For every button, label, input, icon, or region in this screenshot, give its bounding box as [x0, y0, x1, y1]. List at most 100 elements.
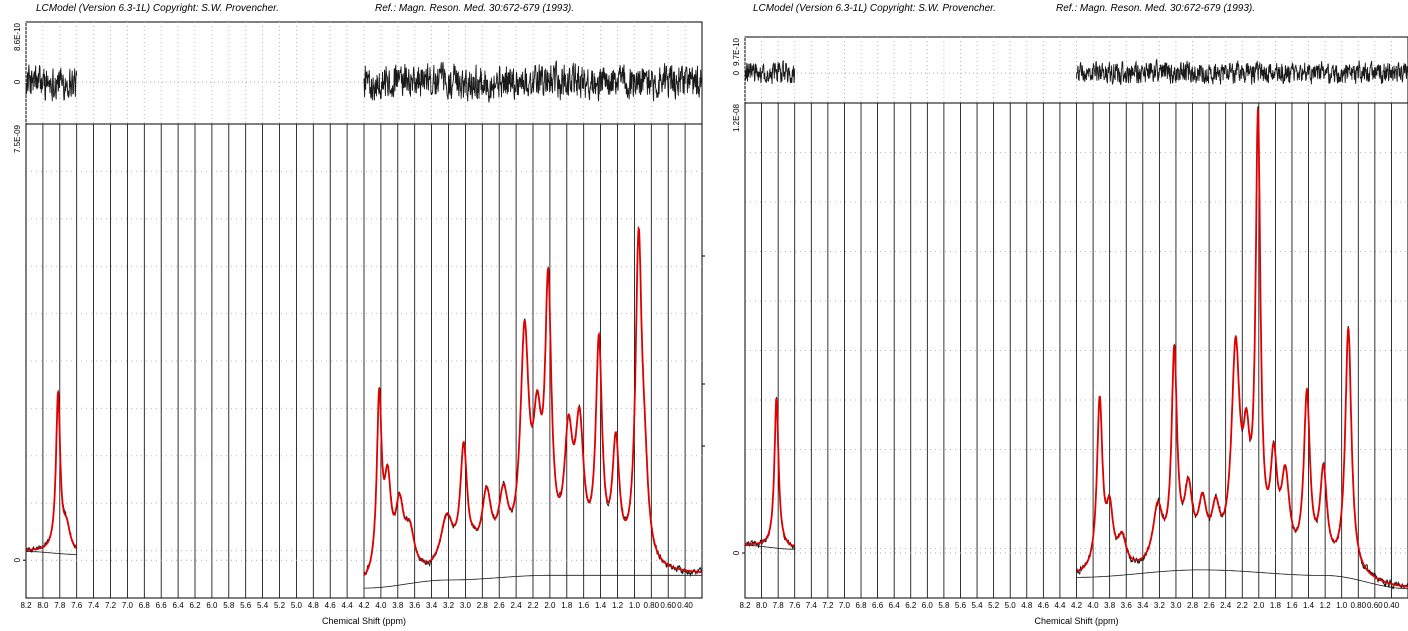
x-tick-label: 1.6	[578, 601, 590, 610]
residual-line	[25, 64, 78, 102]
x-tick-label: 7.4	[88, 601, 100, 610]
x-tick-label: 4.6	[1038, 601, 1050, 610]
x-tick-label: 4.0	[1088, 601, 1100, 610]
fit-curve	[363, 225, 702, 576]
copyright-title: LCModel (Version 6.3-1L) Copyright: S.W.…	[36, 3, 279, 14]
x-tick-label: 1.8	[1270, 601, 1282, 610]
x-tick-label: 0.80	[644, 601, 660, 610]
x-tick-label: 0.40	[1384, 601, 1400, 610]
x-tick-label: 4.0	[375, 601, 387, 610]
x-tick-label: 4.2	[358, 601, 370, 610]
x-tick-label: 6.2	[189, 601, 201, 610]
x-tick-label: 2.6	[1204, 601, 1216, 610]
fit-curve	[25, 391, 78, 551]
fit-curve	[1076, 108, 1408, 588]
x-tick-label: 7.0	[122, 601, 134, 610]
y-tick-label: 0	[13, 557, 22, 562]
x-tick-label: 6.0	[206, 601, 218, 610]
x-tick-label: 1.8	[561, 601, 573, 610]
x-tick-label: 1.0	[1336, 601, 1348, 610]
x-tick-label: 4.4	[1054, 601, 1066, 610]
x-tick-label: 1.0	[629, 601, 641, 610]
residual-line	[363, 60, 703, 103]
residual-line	[744, 60, 796, 85]
y-tick-label: 7.5E-09	[13, 124, 22, 153]
spectrum-panel-right: LCModel (Version 6.3-1L) Copyright: S.W.…	[715, 0, 1408, 631]
x-tick-label: 1.2	[1320, 601, 1332, 610]
reference-text: Ref.: Magn. Reson. Med. 30:672-679 (1993…	[375, 3, 575, 14]
x-tick-label: 5.0	[291, 601, 303, 610]
x-tick-label: 3.4	[426, 601, 438, 610]
baseline-curve	[745, 545, 795, 550]
x-tick-label: 7.6	[789, 601, 801, 610]
spectrum-chart-left: 8.2 8.0 7.8 7.6 7.4 7.2 7.0 6.8 6.6 6.4 6.2 6.0 5.8 5…	[13, 21, 705, 626]
x-tick-label: 8.0	[37, 601, 49, 610]
x-tick-label: 2.2	[527, 601, 539, 610]
x-tick-label: 4.2	[1071, 601, 1083, 610]
x-tick-label: 3.2	[1154, 601, 1166, 610]
x-tick-label: 3.8	[1104, 601, 1116, 610]
reference-text: Ref.: Magn. Reson. Med. 30:672-679 (1993…	[1056, 3, 1256, 14]
fit-curve	[745, 397, 795, 548]
x-tick-label: 2.0	[544, 601, 556, 610]
x-tick-label: 6.6	[156, 601, 168, 610]
x-tick-label: 3.4	[1137, 601, 1149, 610]
x-tick-label: 4.8	[1021, 601, 1033, 610]
y-tick-label: 0	[732, 550, 741, 555]
x-tick-label: 6.8	[139, 601, 151, 610]
baseline-curve	[26, 551, 77, 555]
x-tick-label: 4.8	[308, 601, 320, 610]
baseline-curve	[364, 574, 702, 589]
x-tick-label: 4.4	[342, 601, 354, 610]
x-tick-label: 2.0	[1253, 601, 1265, 610]
x-tick-label: 5.0	[1005, 601, 1017, 610]
x-tick-label: 6.4	[173, 601, 185, 610]
x-tick-label: 6.4	[889, 601, 901, 610]
x-tick-label: 8.2	[20, 601, 32, 610]
x-tick-label: 7.8	[54, 601, 66, 610]
y-tick-label: 9.7E-10	[732, 37, 741, 66]
x-tick-label: 5.4	[257, 601, 269, 610]
x-tick-label: 2.4	[511, 601, 523, 610]
x-tick-label: 1.4	[1303, 601, 1315, 610]
x-tick-label: 5.8	[938, 601, 950, 610]
x-tick-label: 7.2	[822, 601, 834, 610]
x-tick-label: 3.0	[460, 601, 472, 610]
x-tick-label: 0.80	[1350, 601, 1366, 610]
copyright-title: LCModel (Version 6.3-1L) Copyright: S.W.…	[753, 3, 996, 14]
x-tick-label: 5.6	[240, 601, 252, 610]
x-tick-label: 2.8	[1187, 601, 1199, 610]
x-tick-label: 6.8	[855, 601, 867, 610]
x-tick-label: 5.2	[274, 601, 286, 610]
x-tick-label: 5.4	[971, 601, 983, 610]
x-tick-label: 6.0	[922, 601, 934, 610]
y-tick-label: 8.6E-10	[13, 22, 22, 51]
x-tick-label: 4.6	[325, 601, 337, 610]
x-tick-label: 5.6	[955, 601, 967, 610]
x-tick-label: 8.2	[739, 601, 751, 610]
x-tick-label: 2.8	[477, 601, 489, 610]
x-tick-label: 1.6	[1286, 601, 1298, 610]
y-tick-label: 0	[732, 70, 741, 75]
x-tick-label: 2.4	[1220, 601, 1232, 610]
baseline-curve	[1076, 569, 1408, 589]
y-tick-label: 0	[13, 79, 22, 84]
x-tick-label: 3.8	[392, 601, 404, 610]
x-tick-label: 6.2	[905, 601, 917, 610]
x-tick-label: 3.2	[443, 601, 455, 610]
x-tick-label: 6.6	[872, 601, 884, 610]
spectrum-panel-left: LCModel (Version 6.3-1L) Copyright: S.W.…	[13, 3, 705, 626]
x-tick-label: 7.8	[773, 601, 785, 610]
x-tick-label: 1.4	[595, 601, 607, 610]
x-tick-label: 5.8	[223, 601, 235, 610]
x-tick-label: 7.0	[839, 601, 851, 610]
x-tick-label: 3.0	[1170, 601, 1182, 610]
x-tick-label: 3.6	[409, 601, 421, 610]
x-tick-label: 1.2	[612, 601, 624, 610]
x-tick-label: 0.60	[1367, 601, 1383, 610]
x-tick-label: 2.2	[1237, 601, 1249, 610]
x-tick-label: 5.2	[988, 601, 1000, 610]
residual-line	[1076, 58, 1408, 86]
x-tick-label: 0.40	[677, 601, 693, 610]
y-tick-label: 1.2E-08	[732, 103, 741, 132]
